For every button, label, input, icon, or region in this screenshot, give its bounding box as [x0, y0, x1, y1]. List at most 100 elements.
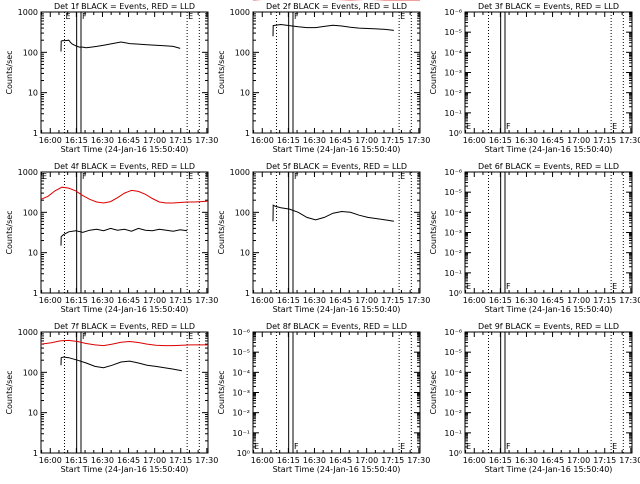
x-tick-label: 16:00 [463, 136, 486, 145]
panel-title: Det 6f BLACK = Events, RED = LLD [478, 162, 619, 171]
x-tick-label: 17:30 [619, 136, 640, 145]
x-tick-label: 16:00 [39, 136, 62, 145]
y-tick-label: 10⁻¹ [444, 109, 462, 118]
y-tick-label: 1 [33, 129, 38, 138]
y-tick-label: 10⁰ [237, 449, 250, 458]
plot-frame [252, 11, 421, 134]
y-axis-label: Counts/sec [217, 50, 226, 94]
x-tick-label: 16:15 [489, 456, 512, 465]
y-tick-label: 10⁻¹ [232, 429, 250, 438]
x-tick-label: 16:45 [117, 456, 140, 465]
x-tick-label: 16:15 [65, 296, 88, 305]
y-tick-label: 10⁻² [444, 249, 462, 258]
x-tick-label: 17:00 [355, 136, 378, 145]
plot-frame [40, 11, 209, 134]
y-tick-label: 1 [33, 289, 38, 298]
x-tick-label: 17:30 [195, 456, 218, 465]
x-tick-label: 17:30 [619, 296, 640, 305]
y-tick-label: 10⁻⁴ [444, 208, 462, 217]
events-series-line [272, 23, 394, 37]
x-tick-label: 16:00 [251, 136, 274, 145]
y-axis-label: Counts/sec [5, 370, 14, 414]
x-axis-label: Start Time (24-Jan-16 15:50:40) [61, 305, 189, 314]
period-marker-f: F [82, 332, 87, 341]
detector-panel-5: Det 5f BLACK = Events, RED = LLD 1 10 100 10… [217, 162, 430, 314]
x-tick-label: 16:00 [39, 296, 62, 305]
x-tick-label: 16:45 [329, 296, 352, 305]
y-axis-label: Counts/sec [5, 50, 14, 94]
x-tick-label: 16:15 [65, 456, 88, 465]
period-marker-e: E [188, 12, 193, 21]
x-tick-label: 17:15 [381, 296, 404, 305]
x-tick-label: 16:00 [463, 456, 486, 465]
y-tick-label: 10⁻¹ [444, 429, 462, 438]
y-tick-label: 10⁻⁵ [444, 188, 462, 197]
x-tick-label: 16:30 [515, 456, 538, 465]
events-series-line [60, 227, 188, 246]
y-tick-label: 10⁻⁵ [444, 28, 462, 37]
period-marker-e: E [612, 442, 617, 451]
x-tick-label: 17:00 [355, 456, 378, 465]
x-tick-label: 16:45 [541, 296, 564, 305]
x-tick-label: 16:30 [515, 296, 538, 305]
y-tick-label: 10⁻⁵ [444, 348, 462, 357]
y-tick-label: 10⁻⁵ [232, 348, 250, 357]
period-marker-f: F [506, 122, 511, 131]
panel-title: Det 5f BLACK = Events, RED = LLD [266, 162, 407, 171]
y-tick-label: 10⁻² [444, 409, 462, 418]
plot-frame [40, 331, 209, 454]
x-tick-label: 16:30 [91, 296, 114, 305]
y-tick-label: 1 [33, 449, 38, 458]
panel-title: Det 8f BLACK = Events, RED = LLD [266, 322, 407, 331]
x-tick-label: 17:30 [619, 456, 640, 465]
y-tick-label: 10⁻³ [444, 69, 462, 78]
x-tick-label: 16:45 [541, 456, 564, 465]
x-tick-label: 17:15 [593, 296, 616, 305]
panel-title: Det 3f BLACK = Events, RED = LLD [478, 2, 619, 11]
panel-title: Det 9f BLACK = Events, RED = LLD [478, 322, 619, 331]
y-tick-label: 1000 [230, 168, 250, 177]
x-tick-label: 17:30 [407, 296, 430, 305]
y-tick-label: 10 [240, 89, 250, 98]
x-axis-label: Start Time (24-Jan-16 15:50:40) [61, 465, 189, 474]
detector-panel-8: Det 8f BLACK = Events, RED = LLD 10⁰ 10⁻¹ 1… [217, 322, 430, 474]
x-tick-label: 17:30 [195, 136, 218, 145]
x-tick-label: 16:15 [489, 136, 512, 145]
y-tick-label: 10⁻⁶ [444, 328, 462, 337]
x-tick-label: 17:00 [355, 296, 378, 305]
period-marker-f: F [294, 172, 299, 181]
plot-frame [464, 171, 633, 294]
x-axis-label: Start Time (24-Jan-16 15:50:40) [273, 465, 401, 474]
x-axis-label: Start Time (24-Jan-16 15:50:40) [273, 305, 401, 314]
panel-title: Det 1f BLACK = Events, RED = LLD [54, 2, 195, 11]
period-marker-f: F [294, 442, 299, 451]
period-marker-f: F [506, 282, 511, 291]
x-axis-label: Start Time (24-Jan-16 15:50:40) [485, 305, 613, 314]
period-marker-e: E [612, 282, 617, 291]
x-tick-label: 16:30 [515, 136, 538, 145]
y-tick-label: 1000 [18, 168, 38, 177]
y-tick-label: 10⁻³ [444, 229, 462, 238]
events-series-line [60, 39, 181, 52]
y-tick-label: 10 [28, 409, 38, 418]
x-tick-label: 16:30 [303, 456, 326, 465]
y-tick-label: 10 [28, 249, 38, 258]
panel-title: Det 2f BLACK = Events, RED = LLD [266, 2, 407, 11]
y-axis-label: Counts/sec [217, 370, 226, 414]
x-tick-label: 16:45 [117, 296, 140, 305]
plot-frame [40, 171, 209, 294]
x-tick-label: 17:00 [143, 456, 166, 465]
x-tick-label: 17:30 [407, 136, 430, 145]
x-tick-label: 16:30 [91, 456, 114, 465]
y-tick-label: 100 [23, 368, 38, 377]
x-tick-label: 17:15 [593, 136, 616, 145]
plot-frame [252, 331, 421, 454]
x-tick-label: 16:15 [277, 136, 300, 145]
period-marker-e: E [254, 442, 259, 451]
detector-panel-9: Det 9f BLACK = Events, RED = LLD 10⁰ 10⁻¹ 1… [429, 322, 640, 474]
x-tick-label: 16:45 [541, 136, 564, 145]
x-tick-label: 17:30 [195, 296, 218, 305]
detector-panel-6: Det 6f BLACK = Events, RED = LLD 10⁰ 10⁻¹ 1… [429, 162, 640, 314]
